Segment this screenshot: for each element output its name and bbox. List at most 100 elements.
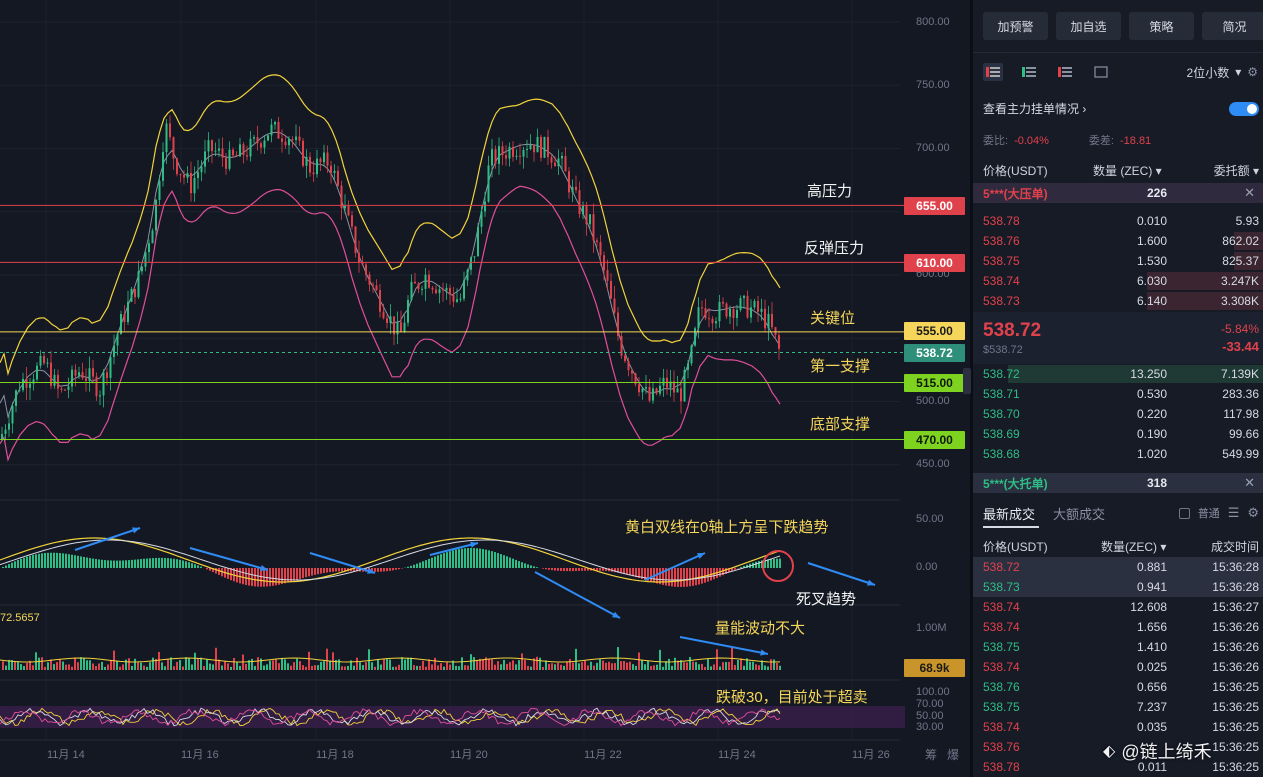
trade-row[interactable]: 538.73 0.941 15:36:28 (973, 577, 1263, 597)
volume-bar (182, 666, 184, 670)
candle-body (508, 146, 511, 159)
trade-row[interactable]: 538.74 12.608 15:36:27 (973, 597, 1263, 617)
bid-row[interactable]: 538.71 0.530 283.36 (973, 384, 1263, 404)
arrow-head (367, 567, 375, 574)
both-sides-view-icon[interactable] (983, 63, 1003, 81)
volume-bar (599, 659, 601, 670)
col-total[interactable]: 委托额 ▾ (1213, 164, 1259, 178)
volume-bar (446, 661, 448, 670)
trend-arrow (309, 552, 376, 574)
main-orders-row[interactable]: 查看主力挂单情况 › (983, 100, 1259, 117)
strategy-button[interactable]: 策略 (1129, 12, 1194, 40)
trade-row[interactable]: 538.72 0.881 15:36:28 (973, 557, 1263, 577)
candle-body (389, 316, 392, 323)
candle-body (260, 143, 262, 148)
trade-row[interactable]: 538.75 1.410 15:36:26 (973, 637, 1263, 657)
annotation-first-support: 第一支撑 (810, 358, 871, 375)
candle-body (631, 370, 633, 374)
collapse-panel-handle[interactable] (963, 368, 971, 394)
ask-row[interactable]: 538.78 0.010 5.93 (973, 211, 1263, 231)
add-watchlist-button[interactable]: 加自选 (1056, 12, 1121, 40)
trade-price: 538.76 (983, 680, 1020, 694)
candlestick-chart[interactable] (0, 0, 970, 777)
volume-bar (479, 658, 481, 670)
chip-button[interactable]: 筹 (925, 748, 938, 762)
bid-row[interactable]: 538.72 13.250 7.139K (973, 364, 1263, 384)
close-icon[interactable]: ✕ (1244, 185, 1255, 200)
filter-icon[interactable]: ☰ (1227, 505, 1240, 520)
chevron-right-icon: › (1079, 102, 1087, 116)
liquidation-button[interactable]: 爆 (947, 748, 960, 762)
settings-icon[interactable]: ⚙ (1247, 505, 1259, 520)
volume-bar (704, 666, 706, 670)
bids-view-icon[interactable] (1019, 63, 1039, 81)
candle-body (106, 372, 108, 378)
tag-rebound-resistance: 610.00 (904, 254, 965, 272)
volume-bar (14, 661, 16, 670)
add-alert-button[interactable]: 加预警 (983, 12, 1048, 40)
tab-latest-trades[interactable]: 最新成交 (983, 506, 1036, 522)
macd-histogram-bar (446, 552, 448, 568)
normal-checkbox[interactable] (1178, 507, 1190, 519)
bid-row[interactable]: 538.68 1.020 549.99 (973, 444, 1263, 464)
macd-histogram-bar (20, 558, 22, 568)
close-icon[interactable]: ✕ (1244, 475, 1255, 490)
volume-bar (689, 657, 691, 670)
candle-body (501, 146, 504, 156)
candle-body (393, 316, 395, 335)
tab-large-trades[interactable]: 大额成交 (1053, 506, 1106, 522)
macd-histogram-bar (65, 553, 67, 568)
trade-row[interactable]: 538.76 0.656 15:36:25 (973, 677, 1263, 697)
price-axis-label: 750.00 (916, 79, 950, 91)
trade-row[interactable]: 538.74 0.035 15:36:25 (973, 717, 1263, 737)
macd-histogram-bar (413, 564, 415, 568)
trend-arrow (534, 571, 621, 619)
rsi-line (0, 707, 781, 727)
trades-view-icon[interactable] (1091, 63, 1111, 81)
volume-bar (431, 664, 433, 670)
trade-row[interactable]: 538.78 0.011 15:36:25 (973, 757, 1263, 777)
asks-view-icon[interactable] (1055, 63, 1075, 81)
candle-body (200, 166, 203, 173)
ask-row[interactable]: 538.73 6.140 3.308K (973, 291, 1263, 311)
macd-histogram-bar (149, 558, 151, 568)
ask-total: 862.02 (1222, 234, 1259, 248)
volume-bar (722, 662, 724, 670)
macd-histogram-bar (131, 559, 133, 568)
macd-histogram-bar (776, 558, 778, 568)
candle-body (414, 281, 416, 284)
trade-row[interactable]: 538.75 7.237 15:36:25 (973, 697, 1263, 717)
col-qty[interactable]: 数量(ZEC) ▾ (1101, 540, 1167, 554)
settings-icon[interactable]: ⚙ (1247, 65, 1258, 79)
overview-button[interactable]: 简况 (1202, 12, 1263, 40)
volume-bar (407, 657, 409, 670)
bid-row[interactable]: 538.69 0.190 99.66 (973, 424, 1263, 444)
col-qty[interactable]: 数量 (ZEC) ▾ (1093, 164, 1162, 178)
macd-histogram-bar (29, 555, 31, 568)
arrow-head (470, 541, 478, 548)
ask-row[interactable]: 538.75 1.530 825.37 (973, 251, 1263, 271)
trade-row[interactable]: 538.74 0.025 15:36:26 (973, 657, 1263, 677)
macd-histogram-bar (218, 568, 220, 575)
macd-histogram-bar (665, 568, 667, 586)
last-price-usd: $538.72 (983, 344, 1023, 356)
main-orders-toggle[interactable] (1229, 101, 1259, 116)
macd-histogram-bar (206, 568, 208, 570)
diff-label: 委差: (1088, 135, 1114, 147)
macd-histogram-bar (602, 568, 604, 571)
macd-histogram-bar (410, 565, 412, 568)
bid-row[interactable]: 538.70 0.220 117.98 (973, 404, 1263, 424)
trade-qty: 0.656 (1136, 680, 1167, 694)
volume-bar (779, 665, 781, 670)
trade-row[interactable]: 538.74 1.656 15:36:26 (973, 617, 1263, 637)
macd-histogram-bar (647, 568, 649, 581)
ask-row[interactable]: 538.74 6.030 3.247K (973, 271, 1263, 291)
chart-area[interactable]: 800.00 750.00 700.00 600.00 500.00 450.0… (0, 0, 970, 777)
depth-bar (1007, 365, 1263, 383)
trade-row[interactable]: 538.76 15:36:25 (973, 737, 1263, 757)
big-ask-bar[interactable]: 5***(大压单) 226 ✕ (973, 183, 1263, 203)
rsi-axis-label: 50.00 (916, 710, 944, 722)
big-bid-bar[interactable]: 5***(大托单) 318 ✕ (973, 473, 1263, 493)
ask-row[interactable]: 538.76 1.600 862.02 (973, 231, 1263, 251)
decimals-select[interactable]: 2位小数 ▾ ⚙ (1187, 64, 1258, 81)
